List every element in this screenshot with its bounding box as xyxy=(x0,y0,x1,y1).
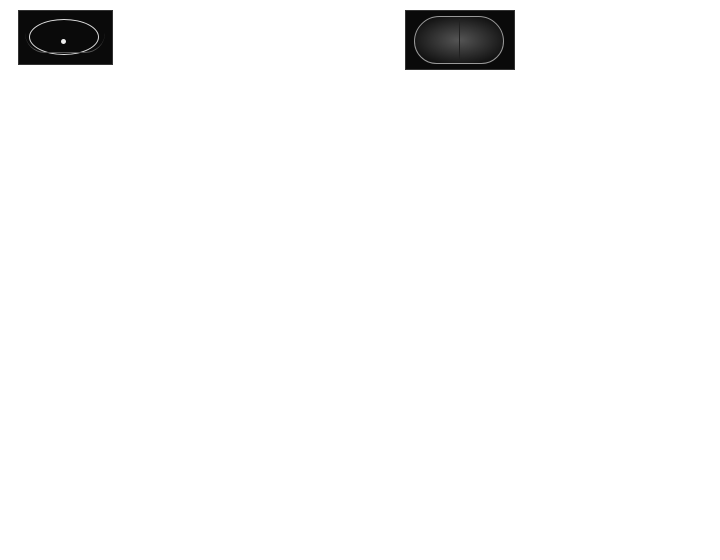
mri-inset-left xyxy=(18,10,113,65)
mri-inset-right xyxy=(405,10,515,70)
right-column xyxy=(370,10,710,550)
left-column xyxy=(10,10,350,550)
left-spectra-figure xyxy=(10,10,350,440)
right-timecourse-chart xyxy=(370,280,710,480)
